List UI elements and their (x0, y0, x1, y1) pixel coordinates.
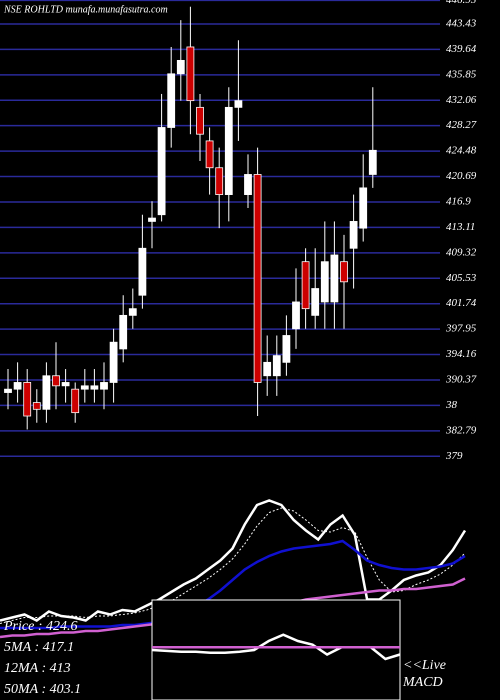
candle-body (157, 127, 166, 216)
candle-body (244, 174, 252, 195)
y-tick-label: 416.9 (446, 196, 471, 208)
indicator-line (0, 507, 466, 624)
candle-body (32, 402, 41, 410)
y-tick-label: 424.48 (446, 145, 477, 157)
candle-body (80, 385, 89, 390)
candle-body (42, 375, 51, 410)
candle-body (71, 388, 80, 414)
legend-entry: 12MA : 413 (4, 661, 71, 676)
candle-body (52, 375, 60, 387)
y-tick-label: 443.43 (446, 17, 477, 29)
y-tick-label: 394.16 (445, 348, 477, 360)
y-tick-label: 401.74 (446, 297, 477, 309)
y-tick-label: 446.95 (446, 0, 477, 6)
candle-body (330, 254, 339, 303)
candle-body (13, 382, 22, 390)
indicator-line (0, 539, 466, 630)
chart-title: NSE ROHLTD munafa.munafasutra.com (3, 4, 168, 15)
macd-label: <<Live (403, 658, 446, 673)
candle-body (215, 167, 224, 195)
candle-body (167, 73, 176, 128)
candle-body (320, 261, 329, 303)
macd-label: MACD (402, 675, 443, 690)
candle-body (4, 388, 12, 393)
candle-body (311, 288, 320, 316)
legend-entry: 50MA : 403.1 (4, 682, 81, 697)
y-tick-label: 432.06 (446, 94, 477, 106)
indicator-line (0, 499, 467, 622)
candle-body (186, 46, 195, 102)
candle-body (301, 261, 310, 310)
y-tick-label: 428.27 (446, 119, 477, 131)
candle-body (359, 187, 368, 229)
candle-body (148, 217, 156, 222)
candle-body (205, 140, 214, 169)
legend-entry: 5MA : 417.1 (4, 640, 74, 655)
y-tick-label: 409.32 (446, 246, 477, 258)
y-tick-label: 397.95 (445, 323, 477, 335)
candle-body (368, 149, 377, 175)
candle-body (61, 382, 70, 387)
y-tick-label: 405.53 (446, 272, 477, 284)
candle-body (109, 341, 118, 383)
candle-body (128, 308, 137, 316)
candle-body (253, 174, 262, 383)
candle-body (196, 106, 204, 135)
y-tick-label: 420.69 (446, 170, 477, 182)
candle-body (263, 361, 272, 377)
candle-body (138, 247, 147, 296)
candle-body (100, 382, 108, 390)
candle-body (272, 355, 281, 377)
macd-box (151, 599, 401, 700)
candle-body (224, 106, 233, 195)
y-tick-label: 379 (445, 450, 463, 462)
candle-body (176, 59, 185, 75)
candle-body (340, 261, 348, 283)
y-tick-label: 390.37 (445, 374, 477, 386)
y-tick-label: 38 (445, 399, 458, 411)
candle-body (292, 301, 300, 330)
y-tick-label: 413.11 (446, 221, 475, 233)
candle-body (234, 100, 243, 108)
y-tick-label: 382.79 (445, 424, 477, 436)
legend-entry: Price : 424.6 (3, 619, 77, 634)
candle-body (349, 221, 358, 249)
candle-body (282, 335, 291, 363)
y-tick-label: 435.85 (446, 68, 477, 80)
y-tick-label: 439.64 (446, 43, 477, 55)
candle-body (119, 314, 128, 350)
candle-body (23, 382, 32, 417)
candle-body (90, 385, 99, 390)
